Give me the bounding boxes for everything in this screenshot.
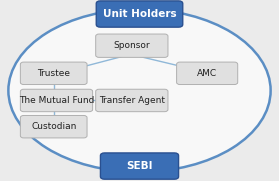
Text: Custodian: Custodian	[31, 122, 76, 131]
FancyBboxPatch shape	[20, 115, 87, 138]
FancyBboxPatch shape	[96, 89, 168, 112]
FancyBboxPatch shape	[20, 89, 93, 112]
Text: AMC: AMC	[197, 69, 217, 78]
FancyBboxPatch shape	[96, 1, 183, 27]
Ellipse shape	[8, 9, 271, 172]
FancyBboxPatch shape	[20, 62, 87, 85]
FancyBboxPatch shape	[100, 153, 179, 179]
Text: The Mutual Fund: The Mutual Fund	[19, 96, 94, 105]
Text: Transfer Agent: Transfer Agent	[99, 96, 165, 105]
Text: SEBI: SEBI	[126, 161, 153, 171]
Text: Sponsor: Sponsor	[114, 41, 150, 50]
Text: Unit Holders: Unit Holders	[103, 9, 176, 19]
Text: Trustee: Trustee	[37, 69, 70, 78]
FancyBboxPatch shape	[177, 62, 238, 85]
FancyBboxPatch shape	[96, 34, 168, 57]
